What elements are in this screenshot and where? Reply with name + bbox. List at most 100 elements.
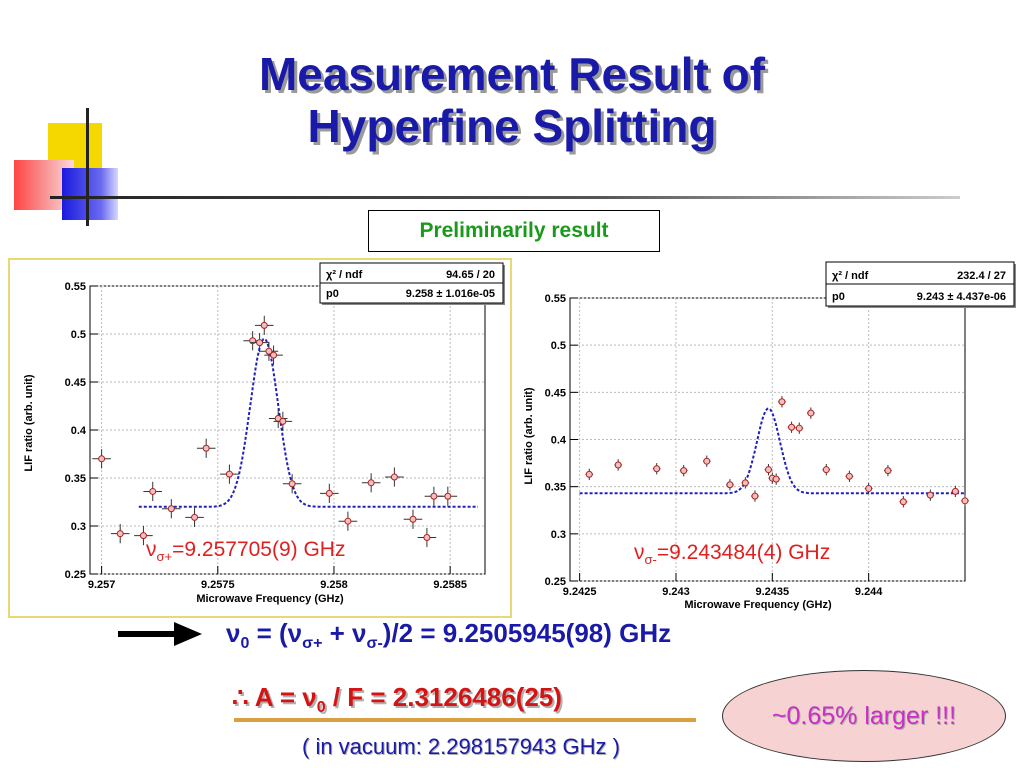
- y-tick-label: 0.5: [551, 340, 566, 352]
- data-point: [614, 459, 623, 471]
- data-marker: [822, 466, 830, 474]
- decorative-squares-logo: [0, 108, 150, 228]
- y-tick-label: 0.35: [65, 473, 86, 485]
- data-point: [264, 345, 283, 365]
- sigma-plus-value: =9.257705(9) GHz: [172, 538, 346, 561]
- data-point: [585, 468, 594, 481]
- data-marker: [926, 491, 934, 499]
- stats-p0-label: p0: [326, 288, 339, 300]
- slide-title: Measurement Result of Hyperfine Splittin…: [0, 48, 1024, 152]
- data-marker: [899, 498, 907, 506]
- left-chart-svg: 0.25 0.3 0.35 0.4 0.45 0.5 0.55 9.257 9.2575 9.25…: [23, 262, 505, 605]
- data-point: [143, 481, 163, 502]
- data-marker: [653, 465, 661, 473]
- stats-chi2-label: χ² / ndf: [326, 269, 363, 281]
- a-equation-underline: [234, 718, 696, 722]
- data-marker: [390, 473, 398, 481]
- sigma-plus-sub: σ+: [156, 549, 173, 565]
- data-marker: [444, 492, 452, 500]
- data-point: [338, 511, 358, 531]
- y-tick-label: 0.25: [545, 576, 566, 588]
- y-tick-label: 0.4: [71, 425, 87, 437]
- nu0-sub-plus: σ+: [302, 635, 323, 653]
- y-tick-label: 0.3: [551, 529, 566, 541]
- data-point: [679, 464, 688, 477]
- y-tick-label: 0.3: [71, 521, 86, 533]
- data-point: [220, 464, 239, 484]
- y-tick-label: 0.5: [71, 329, 86, 341]
- data-point: [845, 470, 854, 482]
- data-marker: [795, 424, 803, 432]
- data-point: [778, 396, 786, 408]
- y-tick-label: 0.45: [545, 387, 566, 399]
- data-marker: [325, 489, 333, 497]
- data-marker: [772, 475, 780, 483]
- data-marker: [367, 479, 375, 487]
- data-point: [726, 479, 734, 491]
- stats-chi2-label: χ² / ndf: [832, 270, 869, 282]
- data-marker: [423, 534, 431, 542]
- data-point: [196, 438, 216, 458]
- data-point: [899, 496, 908, 508]
- stats-p0-value: 9.243 ± 4.437e-06: [917, 291, 1006, 303]
- data-marker: [865, 485, 873, 493]
- data-point: [926, 489, 935, 501]
- x-tick-label: 9.257: [88, 579, 116, 591]
- data-point: [951, 485, 960, 498]
- data-marker: [260, 321, 268, 329]
- nu0-eq-part2: + ν: [322, 618, 367, 648]
- a-eq-sub: 0: [316, 699, 326, 717]
- data-marker: [98, 455, 106, 463]
- data-point: [884, 464, 892, 477]
- data-marker: [430, 492, 438, 500]
- data-marker: [764, 466, 772, 474]
- data-point: [772, 473, 781, 485]
- y-tick-label: 0.25: [65, 569, 86, 581]
- a-eq-part1: ∴ A = ν: [232, 682, 317, 712]
- fit-curve: [138, 337, 478, 508]
- sigma-minus-sub: σ-: [644, 552, 657, 568]
- y-tick-label: 0.45: [65, 377, 86, 389]
- data-marker: [726, 481, 734, 489]
- data-point: [417, 527, 437, 548]
- nu0-sub: 0: [240, 635, 250, 653]
- data-marker: [961, 497, 969, 505]
- y-tick-label: 0.55: [545, 293, 566, 305]
- data-point: [385, 467, 404, 487]
- title-underline: [50, 196, 960, 199]
- title-line-1: Measurement Result of: [258, 48, 766, 100]
- nu0-equation: ν0 = (νσ+ + νσ-)/2 = 9.2505945(98) GHz: [226, 618, 671, 653]
- data-marker: [751, 492, 759, 500]
- y-tick-label: 0.55: [65, 281, 86, 293]
- data-marker: [884, 467, 892, 475]
- a-equation: ∴ A = ν0 / F = 2.3126486(25): [232, 682, 562, 717]
- nu0-eq-result: )/2 = 9.2505945(98) GHz: [382, 618, 672, 648]
- blue-square: [62, 168, 118, 220]
- nu-symbol: ν: [634, 541, 645, 564]
- nu0-eq-part1: = (ν: [249, 618, 303, 648]
- right-chart-svg: 0.25 0.3 0.35 0.4 0.45 0.5 0.55 9.2425 9.243 9.24…: [523, 261, 1016, 611]
- data-marker: [845, 472, 853, 480]
- data-point: [807, 407, 815, 419]
- data-point: [652, 463, 661, 475]
- data-marker: [139, 532, 147, 540]
- data-marker: [788, 423, 796, 431]
- data-point: [162, 499, 181, 519]
- data-point: [259, 341, 279, 361]
- stats-chi2-value: 94.65 / 20: [446, 269, 495, 281]
- vacuum-value: ( in vacuum: 2.298157943 GHz ): [302, 734, 620, 759]
- data-marker: [585, 470, 593, 478]
- data-point: [741, 477, 750, 489]
- x-tick-label: 9.258: [320, 579, 348, 591]
- data-point: [787, 421, 796, 433]
- data-marker: [614, 461, 622, 469]
- sigma-plus-result: νσ+=9.257705(9) GHz: [146, 538, 345, 564]
- logo-vertical-line: [86, 108, 89, 226]
- data-point: [438, 486, 458, 506]
- data-point: [250, 333, 269, 353]
- a-eq-result: / F = 2.3126486(25): [325, 682, 562, 712]
- x-axis-label: Microwave Frequency (GHz): [684, 599, 832, 611]
- x-tick-label: 9.244: [855, 586, 883, 598]
- y-axis-label: LIF ratio (arb. unit): [23, 374, 35, 471]
- data-marker: [265, 347, 273, 355]
